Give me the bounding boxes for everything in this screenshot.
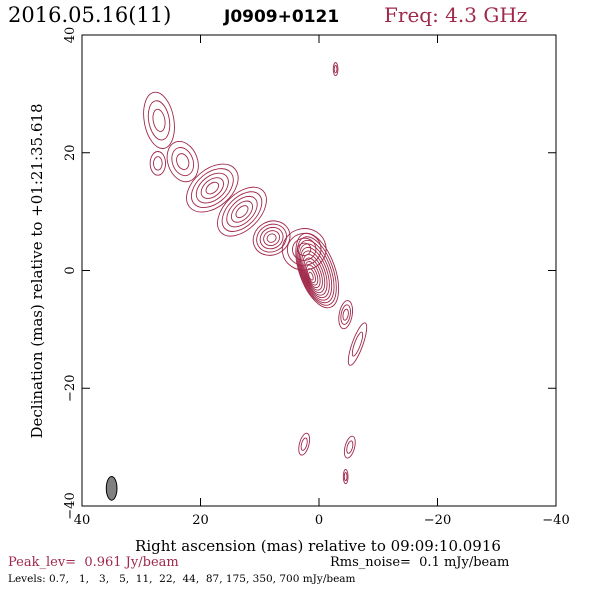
- source-name: J0909+0121: [223, 7, 339, 27]
- contour-line: [307, 268, 316, 284]
- y-tick-label: 20: [63, 144, 78, 161]
- contour-line: [235, 205, 249, 219]
- contour-line: [298, 432, 311, 456]
- contour-line: [217, 186, 267, 237]
- contour-line: [259, 226, 284, 250]
- contour-line: [152, 108, 166, 132]
- contour-line: [303, 257, 323, 291]
- freq-label: Freq: 4.3 GHz: [384, 3, 527, 27]
- x-tick-label: 0: [315, 513, 323, 528]
- contour-line: [221, 191, 263, 232]
- contour-line: [297, 242, 312, 257]
- contour-line: [308, 271, 314, 281]
- component-knot-k3: [186, 163, 239, 213]
- contour-line: [200, 177, 224, 199]
- contour-line: [266, 233, 277, 243]
- contour-line: [343, 435, 356, 459]
- contour-line: [171, 147, 195, 177]
- x-tick-label: 40: [74, 513, 91, 528]
- contour-line: [343, 472, 348, 482]
- y-axis-label: Declination (mas) relative to +01:21:35.…: [28, 103, 46, 438]
- contour-line: [256, 223, 287, 253]
- contour-line: [298, 243, 333, 301]
- contour-line: [166, 140, 199, 183]
- x-tick-label: −20: [424, 513, 451, 528]
- contour-line: [147, 100, 171, 141]
- contour-line: [305, 264, 319, 286]
- plot-frame: [81, 34, 557, 507]
- contour-line: [153, 156, 163, 171]
- contour-line: [176, 153, 190, 170]
- contour-line: [301, 250, 328, 296]
- contour-line: [296, 236, 337, 306]
- component-spot-e1: [338, 300, 353, 330]
- contour-line: [205, 181, 220, 195]
- contour-line: [286, 232, 322, 266]
- component-core: [295, 232, 340, 309]
- contour-line: [143, 91, 175, 149]
- component-lobe-nw: [143, 91, 175, 149]
- contour-line: [333, 65, 338, 74]
- x-axis-label: Right ascension (mas) relative to 09:09:…: [135, 537, 501, 555]
- component-spot-n: [332, 62, 339, 77]
- rms-label: Rms_noise= 0.1 mJy/beam: [330, 555, 509, 570]
- contour-line: [300, 437, 308, 451]
- x-tick-label: 20: [192, 513, 209, 528]
- component-knot-k5: [149, 151, 166, 176]
- contour-line: [332, 62, 339, 77]
- contour-line: [149, 151, 166, 176]
- contour-line: [346, 440, 354, 454]
- component-knot-k4: [166, 140, 199, 183]
- contour-line: [300, 246, 330, 299]
- x-tick-label: −40: [542, 513, 569, 528]
- contour-line: [297, 239, 335, 304]
- component-spot-s1: [298, 432, 311, 456]
- contour-line: [263, 230, 281, 247]
- y-tick-label: −40: [63, 492, 78, 519]
- contour-line: [186, 163, 239, 213]
- contour-line: [195, 172, 229, 204]
- contour-line: [342, 469, 349, 485]
- peak-label: Peak_lev= 0.961 Jy/beam: [8, 555, 179, 570]
- contour-line: [252, 220, 291, 256]
- y-tick-label: 40: [63, 27, 78, 44]
- y-tick-label: −20: [63, 375, 78, 402]
- contour-line: [351, 331, 364, 357]
- component-spot-e2: [347, 322, 368, 366]
- beam-ellipse: [105, 475, 118, 501]
- contour-line: [342, 308, 349, 321]
- contour-line: [230, 200, 254, 223]
- contour-line: [292, 237, 317, 261]
- contour-line: [191, 168, 234, 208]
- contour-groups: [143, 62, 368, 485]
- contour-line: [340, 304, 351, 325]
- contour-line: [226, 195, 258, 228]
- contour-line: [304, 261, 321, 289]
- component-spot-s3: [342, 469, 349, 485]
- y-tick-label: 0: [63, 266, 78, 274]
- component-knot-k2: [217, 186, 267, 237]
- component-knot-c1: [281, 228, 327, 271]
- contour-line: [347, 322, 368, 366]
- contour-line: [281, 228, 327, 271]
- levels-label: Levels: 0.7, 1, 3, 5, 11, 22, 44, 87, 17…: [8, 573, 356, 585]
- date-label: 2016.05.16(11): [8, 3, 171, 27]
- component-spot-s2: [343, 435, 356, 459]
- component-knot-k1: [252, 220, 291, 256]
- contour-line: [338, 300, 353, 330]
